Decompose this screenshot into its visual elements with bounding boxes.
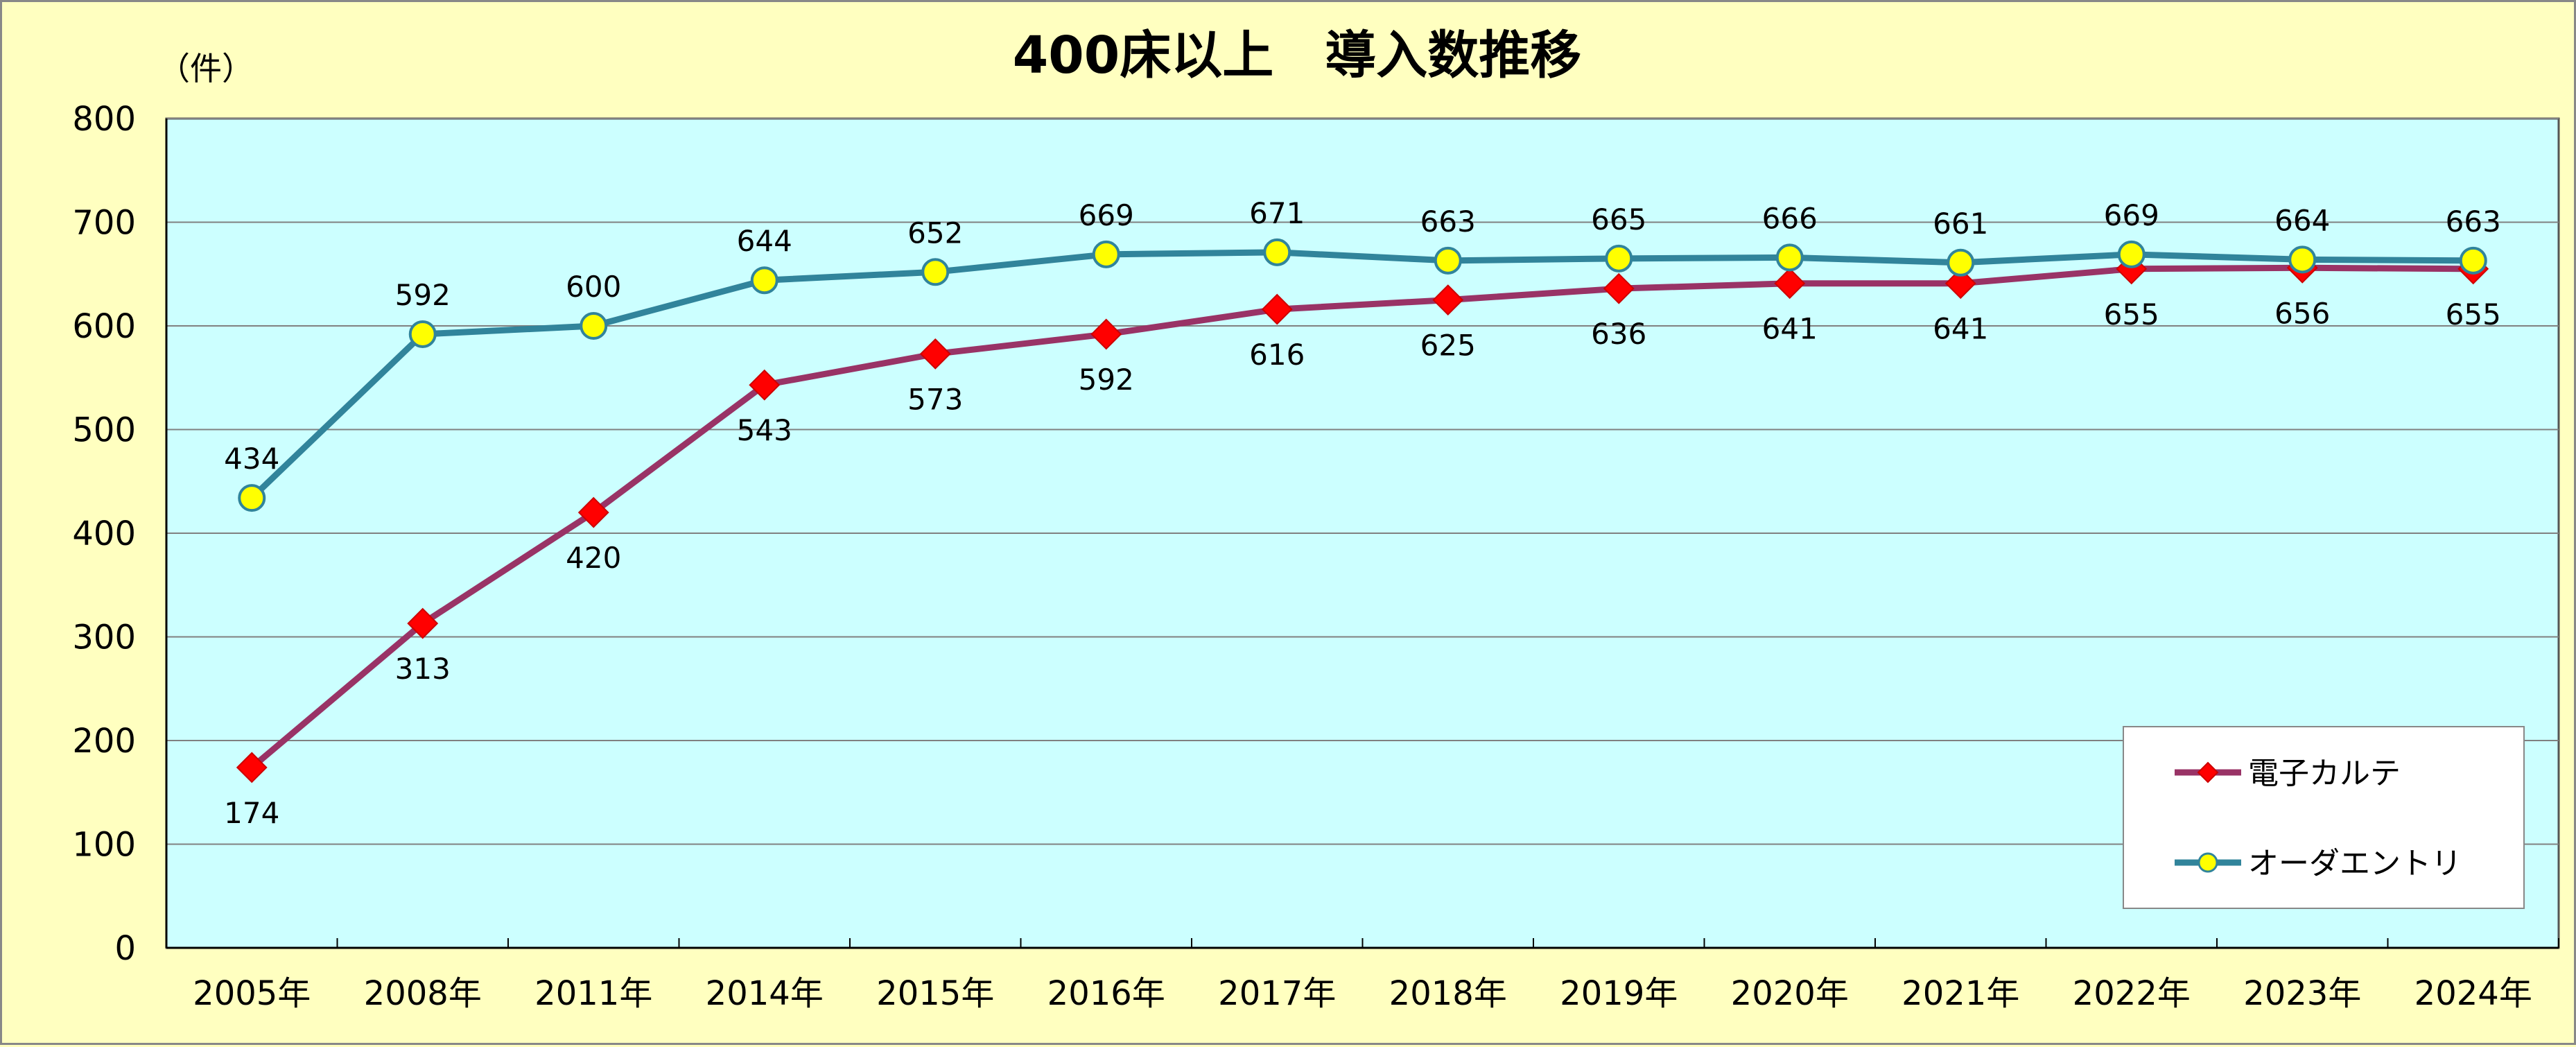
series-line-2: [250, 249, 2473, 501]
data-label: 592: [395, 278, 451, 312]
data-point-diamond: [236, 752, 268, 784]
x-tick-label: 2018年: [1389, 974, 1507, 1013]
legend-marker-diamond: [2197, 761, 2219, 784]
y-tick-label: 0: [114, 929, 136, 968]
data-point-diamond: [1774, 268, 1806, 300]
data-point-circle: [1775, 243, 1804, 272]
data-label: 655: [2104, 297, 2159, 331]
series-line-1: [250, 264, 2473, 770]
data-point-circle: [921, 258, 950, 286]
data-point-diamond: [1090, 318, 1122, 350]
legend-marker-circle: [2198, 852, 2218, 873]
data-label: 644: [737, 224, 792, 258]
y-tick-label: 600: [72, 307, 136, 346]
data-label: 661: [1933, 207, 1988, 241]
plot-area: 0 100 200 300 400 500 600 700 800 2005年 2008年 2011年…: [72, 100, 2560, 1013]
x-tick-label: 2015年: [876, 974, 994, 1013]
legend-label: 電子カルテ: [2248, 756, 2401, 791]
legend-box: [2123, 726, 2525, 909]
data-point-circle: [1092, 240, 1120, 268]
data-label: 669: [1079, 198, 1134, 232]
data-point-circle: [1263, 238, 1291, 266]
data-point-diamond: [749, 369, 781, 401]
data-label: 664: [2274, 203, 2330, 237]
y-axis-unit-label: （件）: [158, 50, 254, 87]
data-label: 663: [1420, 205, 1476, 239]
data-label: 655: [2446, 297, 2501, 331]
data-point-diamond: [1944, 268, 1976, 300]
data-point-diamond: [919, 338, 951, 370]
x-tick-label: 2014年: [706, 974, 824, 1013]
chart-title: 400床以上 導入数推移: [1013, 26, 1581, 85]
data-point-circle: [1434, 246, 1462, 275]
data-label: 434: [224, 442, 279, 476]
legend-label: オーダエントリ: [2248, 846, 2462, 881]
y-tick-label: 100: [72, 826, 136, 865]
y-tick-label: 300: [72, 618, 136, 657]
y-tick-label: 400: [72, 514, 136, 553]
data-point-circle: [2288, 245, 2317, 274]
data-label: 665: [1591, 202, 1646, 236]
x-tick-label: 2021年: [1901, 974, 2019, 1013]
data-label: 671: [1249, 196, 1305, 230]
x-tick-label: 2017年: [1218, 974, 1336, 1013]
x-tick-label: 2005年: [193, 974, 311, 1013]
data-point-diamond: [1432, 284, 1464, 316]
data-label: 600: [566, 270, 621, 304]
x-tick-label: 2019年: [1560, 974, 1678, 1013]
data-label: 543: [737, 413, 792, 447]
data-label: 666: [1762, 201, 1818, 235]
data-label: 663: [2446, 205, 2501, 239]
x-tick-label: 2023年: [2243, 974, 2361, 1013]
data-label: 656: [2274, 296, 2330, 330]
data-point-circle: [2117, 240, 2146, 268]
data-point-circle: [580, 312, 608, 340]
data-point-diamond: [577, 496, 609, 528]
data-label: 616: [1249, 338, 1305, 372]
data-point-circle: [1947, 248, 1975, 277]
data-point-diamond: [1261, 293, 1293, 325]
data-label: 592: [1079, 363, 1134, 397]
data-point-diamond: [1603, 272, 1635, 304]
data-label: 625: [1420, 329, 1476, 363]
data-point-circle: [408, 320, 437, 348]
data-label: 313: [395, 652, 451, 686]
y-tick-label: 800: [72, 100, 136, 139]
data-label: 652: [907, 216, 963, 250]
x-tick-label: 2022年: [2073, 974, 2191, 1013]
data-point-circle: [238, 484, 266, 512]
data-label: 641: [1933, 312, 1988, 346]
data-point-circle: [2459, 246, 2487, 275]
data-label: 420: [566, 541, 621, 575]
data-label: 636: [1591, 317, 1646, 351]
data-label: 669: [2104, 198, 2159, 232]
y-tick-label: 200: [72, 722, 136, 761]
y-tick-label: 500: [72, 411, 136, 450]
x-tick-label: 2016年: [1047, 974, 1165, 1013]
x-tick-label: 2024年: [2414, 974, 2532, 1013]
x-tick-label: 2011年: [534, 974, 652, 1013]
data-point-diamond: [407, 607, 439, 639]
data-label: 174: [224, 796, 279, 830]
data-label: 641: [1762, 312, 1818, 346]
data-point-circle: [750, 266, 778, 295]
x-tick-label: 2008年: [364, 974, 482, 1013]
data-point-circle: [1605, 244, 1633, 272]
data-label: 573: [907, 382, 963, 416]
y-tick-label: 700: [72, 204, 136, 243]
x-tick-label: 2020年: [1731, 974, 1849, 1013]
